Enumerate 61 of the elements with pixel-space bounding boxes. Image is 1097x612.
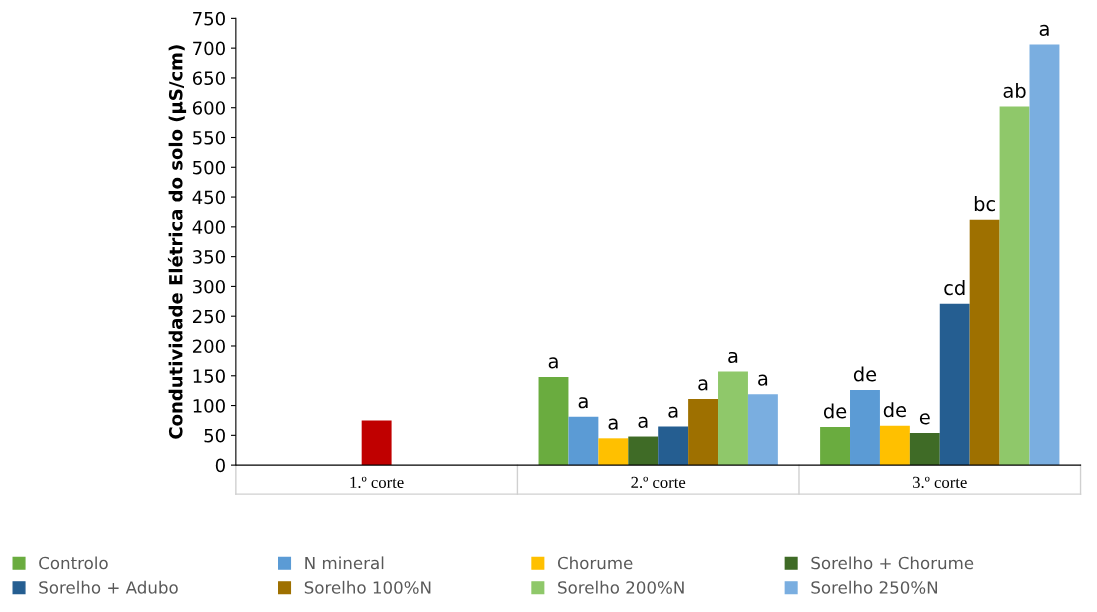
bar xyxy=(538,376,569,466)
bar xyxy=(361,420,392,466)
data-label: e xyxy=(919,413,930,425)
legend-label: Sorelho 100%N xyxy=(304,580,431,594)
data-label: de xyxy=(883,402,907,418)
bar xyxy=(628,436,659,466)
y-tick-label: 350 xyxy=(193,250,225,264)
legend-label: Controlo xyxy=(39,556,108,570)
legend-label: Sorelho 250%N xyxy=(811,580,937,594)
data-label: a xyxy=(758,374,768,386)
y-tick-label: 150 xyxy=(193,369,225,383)
y-tick-label: 400 xyxy=(192,220,225,234)
bar xyxy=(909,432,940,466)
bar xyxy=(879,425,910,466)
bar xyxy=(999,106,1030,466)
y-tick-label: 250 xyxy=(192,309,225,324)
y-tick-label: 600 xyxy=(192,101,225,115)
data-label: a xyxy=(698,379,708,391)
bar xyxy=(598,438,629,466)
data-label: a xyxy=(638,416,648,428)
y-axis-title: Condutividade Elétrica do solo (µS/cm) xyxy=(167,45,187,439)
data-label: a xyxy=(608,418,618,430)
data-label: a xyxy=(578,397,588,409)
legend-label: Sorelho 200%N xyxy=(558,580,684,594)
y-tick-label: 300 xyxy=(193,279,225,294)
data-label: bc xyxy=(974,196,995,212)
bar xyxy=(850,390,880,466)
data-label: a xyxy=(668,406,678,418)
bar xyxy=(718,371,748,466)
y-tick-label: 500 xyxy=(193,160,225,175)
legend-label: Sorelho + Adubo xyxy=(39,580,178,594)
y-tick-label: 750 xyxy=(193,11,225,26)
y-tick-label: 700 xyxy=(193,41,225,56)
y-tick-label: 100 xyxy=(193,399,225,413)
data-label: cd xyxy=(944,280,965,296)
y-tick-label: 650 xyxy=(192,71,225,86)
bar xyxy=(747,394,778,466)
y-tick-label: 0 xyxy=(215,458,225,473)
y-tick-label: 50 xyxy=(204,428,225,443)
legend-label: N mineral xyxy=(305,556,384,570)
x-tick-label: 3.º corte xyxy=(912,476,967,489)
bar xyxy=(820,427,851,466)
y-tick-label: 550 xyxy=(193,130,225,145)
data-label: a xyxy=(548,357,558,369)
x-tick-label: 2.º corte xyxy=(631,476,686,489)
legend-label: Sorelho + Chorume xyxy=(811,556,974,570)
data-label: a xyxy=(1039,24,1049,37)
bar xyxy=(1029,44,1060,466)
legend-label: Chorume xyxy=(557,556,633,570)
bar xyxy=(658,426,689,466)
data-label: a xyxy=(728,351,738,364)
bar xyxy=(688,399,719,466)
data-label: de xyxy=(823,403,847,419)
data-label: de xyxy=(853,366,877,382)
y-tick-label: 450 xyxy=(192,190,225,205)
bar xyxy=(969,219,1000,466)
bar xyxy=(568,416,599,466)
bar xyxy=(939,303,970,466)
y-tick-label: 200 xyxy=(192,339,225,354)
data-label: ab xyxy=(1003,82,1026,98)
x-tick-label: 1.º corte xyxy=(350,476,404,489)
